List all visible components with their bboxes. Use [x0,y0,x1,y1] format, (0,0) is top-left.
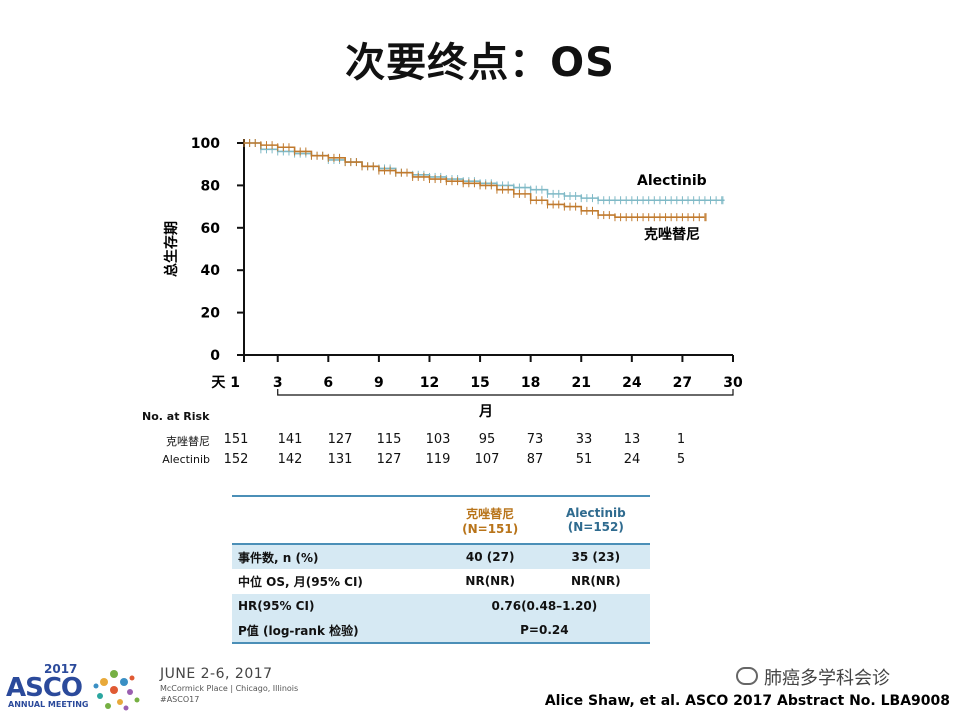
x-range-bracket [277,389,734,396]
summary-col-alectinib: Alectinib (N=152) [542,496,650,544]
series-line-alectinib [244,142,725,202]
series-label-crizotinib: 克唑替尼 [644,226,700,243]
risk-value: 103 [425,432,451,447]
x-tick-label: 15 [470,375,489,391]
x-tick-label: 21 [571,375,590,391]
risk-value: 131 [327,452,353,467]
page-title: 次要终点：OS [345,40,615,86]
col2-sub: (N=152) [567,520,624,534]
risk-value: 151 [223,432,249,447]
x-tick-label: 3 [273,375,283,391]
y-tick-label: 40 [201,263,221,279]
col2-header: Alectinib [565,506,626,520]
col1-sub: (N=151) [462,521,519,536]
x-axis-label: 月 [478,404,493,420]
risk-value: 87 [526,452,544,467]
risk-table-header: No. at Risk [142,410,210,423]
x-tick-label: 9 [374,375,384,391]
x-tick-label: 18 [521,375,540,391]
summary-blank-header [232,496,439,544]
risk-value: 1 [676,432,686,447]
table-row: 中位 OS, 月(95% CI) NR(NR) NR(NR) [232,569,650,594]
x-tick-label: 27 [673,375,692,391]
row-value: NR(NR) [438,569,542,594]
logo-year: 2017 [44,662,78,676]
risk-value: 13 [623,432,641,447]
risk-value: 127 [376,452,402,467]
x-tick-label: 30 [723,375,743,391]
risk-value: 115 [376,432,402,447]
y-tick-label: 20 [201,306,221,322]
risk-row-label: 克唑替尼 [166,435,210,448]
risk-value: 152 [223,452,249,467]
row-value: NR(NR) [541,569,650,594]
risk-value: 95 [478,432,496,447]
km-survival-chart: 0 20 40 60 80 100 天 1 3 6 9 12 15 18 21 24 27 30 月 总生存期 Ale… [163,136,743,420]
meeting-hashtag: #ASCO17 [160,695,200,704]
risk-value: 73 [526,432,544,447]
p-label: P值 (log-rank 检验) [232,618,439,643]
wechat-watermark: 肺癌多学科会诊 [736,664,890,690]
y-tick-label: 80 [201,178,221,194]
table-row: HR(95% CI) 0.76(0.48–1.20) [232,593,650,618]
risk-value: 107 [474,452,500,467]
col1-header: 克唑替尼 [466,506,515,521]
asco-logo-graphic [93,670,140,711]
wechat-name: 肺癌多学科会诊 [764,668,890,689]
citation: Alice Shaw, et al. ASCO 2017 Abstract No… [544,693,950,709]
x-tick-label: 12 [420,375,439,391]
hr-value: 0.76(0.48–1.20) [438,593,650,618]
logo-sub: ANNUAL MEETING [8,700,89,709]
row-label: 中位 OS, 月(95% CI) [232,569,439,594]
x-tick-label: 24 [622,375,642,391]
risk-value: 142 [277,452,303,467]
risk-value: 24 [623,452,641,467]
p-value: P=0.24 [438,618,650,643]
table-row: P值 (log-rank 检验) P=0.24 [232,618,650,643]
hr-label: HR(95% CI) [232,593,439,618]
risk-value: 141 [277,432,303,447]
risk-value: 127 [327,432,353,447]
risk-value: 5 [676,452,686,467]
row-label: 事件数, n (%) [232,544,439,569]
y-axis-label: 总生存期 [163,221,180,277]
x-tick-label: 天 1 [211,375,240,391]
row-value: 40 (27) [438,544,542,569]
wechat-icon [736,667,758,685]
y-tick-label: 0 [210,348,220,364]
y-tick-label: 100 [191,136,220,152]
summary-col-crizotinib: 克唑替尼 (N=151) [439,496,542,544]
logo-name: ASCO [6,673,83,703]
y-tick-label: 60 [201,221,221,237]
row-value: 35 (23) [541,544,650,569]
table-row: 事件数, n (%) 40 (27) 35 (23) [232,544,650,569]
risk-value: 33 [575,432,593,447]
risk-value: 51 [575,452,593,467]
asco-dots-icon [93,670,140,711]
summary-table: 克唑替尼 (N=151) Alectinib (N=152) 事件数, n (%… [232,495,650,644]
x-tick-label: 6 [323,375,333,391]
risk-value: 119 [425,452,451,467]
meeting-dates: JUNE 2-6, 2017 [160,666,273,682]
risk-row-label: Alectinib [162,453,210,466]
series-label-alectinib: Alectinib [637,173,707,189]
meeting-place: McCormick Place | Chicago, Illinois [160,684,299,693]
